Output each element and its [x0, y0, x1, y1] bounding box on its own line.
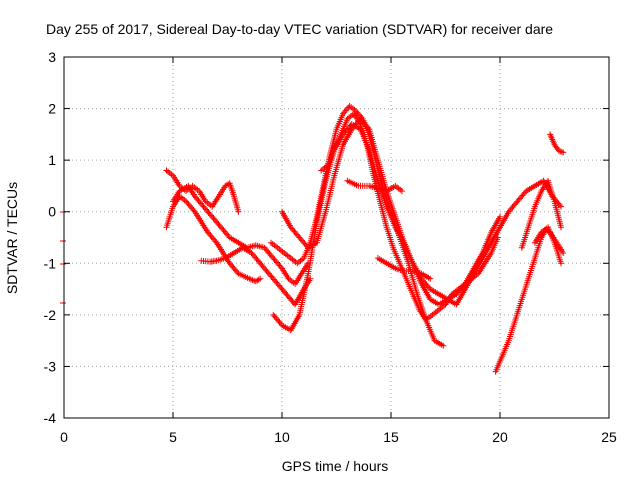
- x-tick-label: 5: [169, 429, 177, 445]
- grid-lines: [64, 57, 609, 418]
- y-tick-label: -1: [44, 255, 57, 271]
- y-tick-label: 1: [48, 152, 56, 168]
- data-point-markers: [374, 255, 434, 282]
- data-point-markers: [318, 110, 501, 323]
- data-point-markers: [531, 224, 564, 267]
- y-axis-label: SDTVAR / TECUs: [4, 182, 20, 294]
- y-tick-label: 3: [48, 49, 56, 65]
- series-track-b: [163, 193, 264, 285]
- series-track-l: [518, 177, 564, 251]
- data-point-markers: [547, 131, 567, 156]
- series-track-a: [163, 167, 242, 215]
- data-point-markers: [163, 167, 242, 215]
- y-tick-label: -2: [44, 307, 57, 323]
- data-point-markers: [163, 193, 264, 285]
- y-tick-label: -4: [44, 410, 57, 426]
- series-track-g: [279, 115, 564, 308]
- series-track-h: [318, 110, 501, 323]
- data-point-markers: [279, 115, 564, 308]
- x-tick-label: 20: [492, 429, 508, 445]
- series-track-m: [531, 224, 564, 267]
- series-track-n: [547, 131, 567, 156]
- y-tick-label: -3: [44, 358, 57, 374]
- y-tick-label: 2: [48, 101, 56, 117]
- y-tick-label: 0: [48, 204, 56, 220]
- data-points: [60, 103, 567, 375]
- x-tick-label: 25: [601, 429, 617, 445]
- x-tick-label: 0: [60, 429, 68, 445]
- chart-title: Day 255 of 2017, Sidereal Day-to-day VTE…: [46, 21, 553, 37]
- x-axis-label: GPS time / hours: [282, 458, 389, 474]
- data-point-markers: [170, 182, 312, 287]
- x-tick-label: 10: [274, 429, 290, 445]
- series-track-j: [374, 255, 434, 282]
- data-point-markers: [518, 177, 564, 251]
- series-track-c: [170, 182, 312, 287]
- series-track-i: [344, 177, 405, 195]
- data-point-markers: [344, 177, 405, 195]
- axis-ticks: 0 5 10 15 20 25 -4 -3 -2 -1 0 1 2 3: [44, 49, 617, 445]
- plot-frame: [63, 56, 610, 419]
- x-tick-label: 15: [383, 429, 399, 445]
